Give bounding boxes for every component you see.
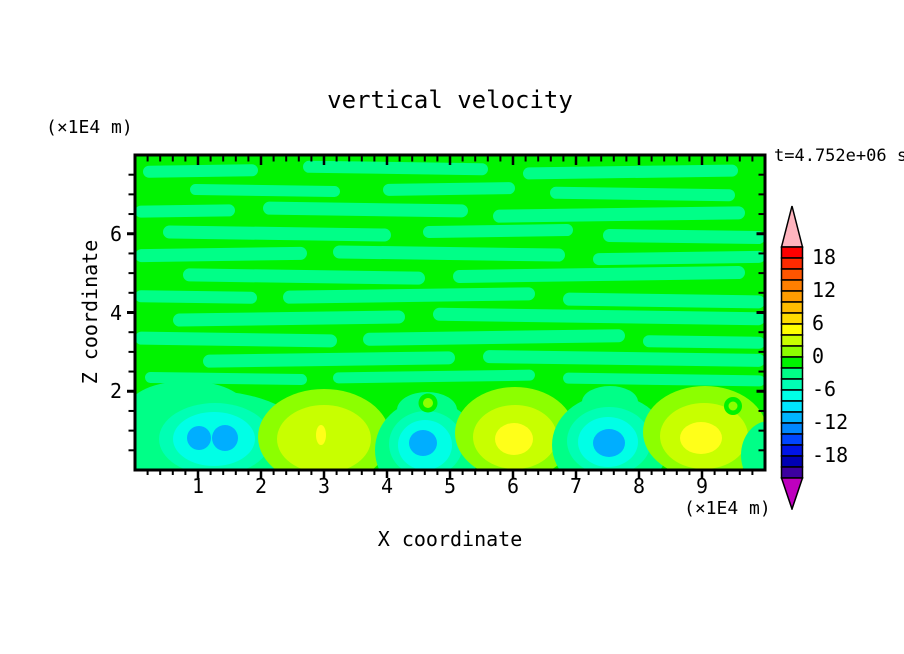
contour-ring [212, 425, 238, 451]
velocity-band [333, 369, 535, 384]
colorbar-tick-label: 0 [812, 344, 825, 368]
colorbar-segment [780, 279, 804, 292]
velocity-band [143, 164, 258, 178]
velocity-band [363, 329, 625, 346]
contour-ring [187, 426, 211, 450]
velocity-band [550, 186, 735, 202]
velocity-band [563, 292, 765, 309]
colorbar-segment [780, 257, 804, 270]
velocity-band [423, 224, 573, 238]
velocity-band [135, 331, 337, 348]
colorbar-segment [780, 323, 804, 336]
colorbar-tick-label: -12 [812, 410, 849, 434]
contour-plot [127, 153, 767, 478]
x-tick-label: 3 [317, 474, 331, 498]
colorbar-segment [780, 301, 804, 314]
contour-ring [593, 429, 625, 457]
y-tick-label: 2 [109, 379, 122, 404]
velocity-band [523, 164, 738, 180]
y-tick-labels: 6 4 2 [94, 153, 122, 472]
colorbar-over-arrow [780, 205, 804, 248]
colorbar-tick-label: 18 [812, 245, 837, 269]
y-axis-unit-label: (×1E4 m) [46, 117, 133, 138]
colorbar-segment [780, 466, 804, 479]
plot-title: vertical velocity [327, 86, 573, 114]
velocity-band [333, 245, 565, 262]
colorbar-tick-label: -6 [812, 377, 837, 401]
x-tick-label: 4 [380, 474, 394, 498]
velocity-band [643, 335, 765, 349]
x-tick-label: 2 [254, 474, 268, 498]
time-label: t=4.752e+06 s [774, 146, 904, 166]
colorbar-segment [780, 389, 804, 402]
contour-ring [741, 421, 765, 470]
colorbar-segment [780, 246, 804, 259]
colorbar-under-arrow [780, 477, 804, 510]
colorbar-tick-label: -18 [812, 443, 849, 467]
x-tick-labels: 1 2 3 4 5 6 7 8 9 [135, 476, 765, 500]
colorbar-scale [780, 205, 804, 510]
velocity-band [603, 228, 765, 245]
contour-ring [728, 401, 738, 411]
x-tick-label: 6 [506, 474, 520, 498]
velocity-band [135, 290, 257, 304]
x-tick-label: 8 [632, 474, 646, 498]
velocity-band [263, 201, 468, 218]
x-tick-label: 5 [443, 474, 457, 498]
velocity-band [183, 268, 425, 285]
x-tick-label: 7 [569, 474, 583, 498]
velocity-band [593, 250, 765, 266]
contour-ring [495, 423, 533, 455]
axis-ticks [127, 156, 764, 478]
contour-field [135, 155, 765, 470]
velocity-band [190, 184, 340, 197]
colorbar-segment [780, 411, 804, 424]
contour-ring [316, 425, 326, 445]
velocity-band [135, 204, 235, 218]
velocity-band [135, 246, 307, 263]
velocity-band [303, 160, 488, 176]
contour-ring [680, 422, 722, 454]
colorbar-segment [780, 422, 804, 435]
colorbar-segment [780, 455, 804, 468]
y-tick-label: 4 [109, 300, 122, 325]
colorbar-segment [780, 312, 804, 325]
velocity-band [433, 307, 765, 326]
y-tick-label: 6 [109, 221, 122, 246]
colorbar-segment [780, 268, 804, 281]
velocity-band [563, 372, 765, 387]
x-tick-label: 1 [191, 474, 205, 498]
colorbar-tick-label: 6 [812, 311, 825, 335]
x-axis-title: X coordinate [377, 527, 523, 551]
colorbar-segment [780, 290, 804, 303]
colorbar-segment [780, 433, 804, 446]
velocity-band [383, 182, 515, 196]
velocity-band [163, 225, 391, 242]
velocity-band [483, 350, 765, 367]
velocity-band [283, 287, 535, 304]
velocity-band [493, 206, 745, 223]
velocity-band [453, 266, 745, 283]
colorbar-segment [780, 356, 804, 369]
colorbar: 18 12 6 0 -6 -12 -18 [779, 205, 901, 515]
x-axis-unit-label: (×1E4 m) [684, 498, 771, 519]
contour-ring [409, 430, 437, 456]
colorbar-segment [780, 367, 804, 380]
colorbar-segment [780, 400, 804, 413]
colorbar-segment [780, 378, 804, 391]
colorbar-tick-label: 12 [812, 278, 837, 302]
velocity-band [203, 351, 455, 368]
contour-ring [423, 398, 433, 408]
colorbar-segment [780, 345, 804, 358]
colorbar-segment [780, 444, 804, 457]
velocity-band [173, 310, 405, 327]
x-tick-label: 9 [695, 474, 709, 498]
colorbar-segment [780, 334, 804, 347]
